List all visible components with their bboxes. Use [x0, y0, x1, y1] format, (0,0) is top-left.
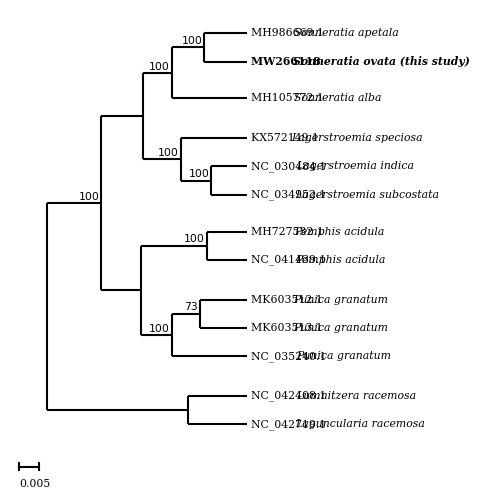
- Text: 73: 73: [184, 302, 198, 312]
- Text: NC_042719.1: NC_042719.1: [251, 419, 330, 430]
- Text: NC_030484.1: NC_030484.1: [251, 161, 330, 172]
- Text: Sonneratia alba: Sonneratia alba: [294, 94, 382, 104]
- Text: MH986669.1: MH986669.1: [251, 28, 327, 38]
- Text: 100: 100: [149, 324, 170, 334]
- Text: MH105772.1: MH105772.1: [251, 94, 327, 104]
- Text: NC_042408.1: NC_042408.1: [251, 390, 330, 401]
- Text: Sonneratia apetala: Sonneratia apetala: [294, 28, 399, 38]
- Text: MH727532.1: MH727532.1: [251, 226, 327, 236]
- Text: Pemphis acidula: Pemphis acidula: [296, 255, 386, 265]
- Text: NC_035240.1: NC_035240.1: [251, 351, 330, 362]
- Text: Punica granatum: Punica granatum: [294, 323, 388, 333]
- Text: Lagerstroemia subcostata: Lagerstroemia subcostata: [296, 190, 440, 200]
- Text: MK603512.1: MK603512.1: [251, 294, 326, 304]
- Text: Punica granatum: Punica granatum: [294, 294, 388, 304]
- Text: 100: 100: [158, 148, 179, 158]
- Text: 100: 100: [149, 62, 170, 72]
- Text: Lagerstroemia speciosa: Lagerstroemia speciosa: [291, 133, 423, 143]
- Text: 100: 100: [184, 234, 205, 244]
- Text: MK603513.1: MK603513.1: [251, 323, 326, 333]
- Text: 0.005: 0.005: [19, 480, 50, 490]
- Text: Punica granatum: Punica granatum: [296, 351, 391, 361]
- Text: Laguncularia racemosa: Laguncularia racemosa: [296, 419, 425, 429]
- Text: 100: 100: [78, 192, 99, 202]
- Text: NC_034952.1: NC_034952.1: [251, 190, 330, 200]
- Text: MW266118: MW266118: [251, 56, 324, 67]
- Text: KX572149.1: KX572149.1: [251, 133, 322, 143]
- Text: 100: 100: [189, 169, 210, 179]
- Text: NC_041439.1: NC_041439.1: [251, 254, 330, 266]
- Text: Sonneratia ovata (this study): Sonneratia ovata (this study): [293, 56, 470, 67]
- Text: Lumnitzera racemosa: Lumnitzera racemosa: [296, 391, 416, 401]
- Text: Pemphis acidula: Pemphis acidula: [294, 226, 384, 236]
- Text: Lagerstroemia indica: Lagerstroemia indica: [296, 162, 414, 172]
- Text: 100: 100: [182, 36, 203, 46]
